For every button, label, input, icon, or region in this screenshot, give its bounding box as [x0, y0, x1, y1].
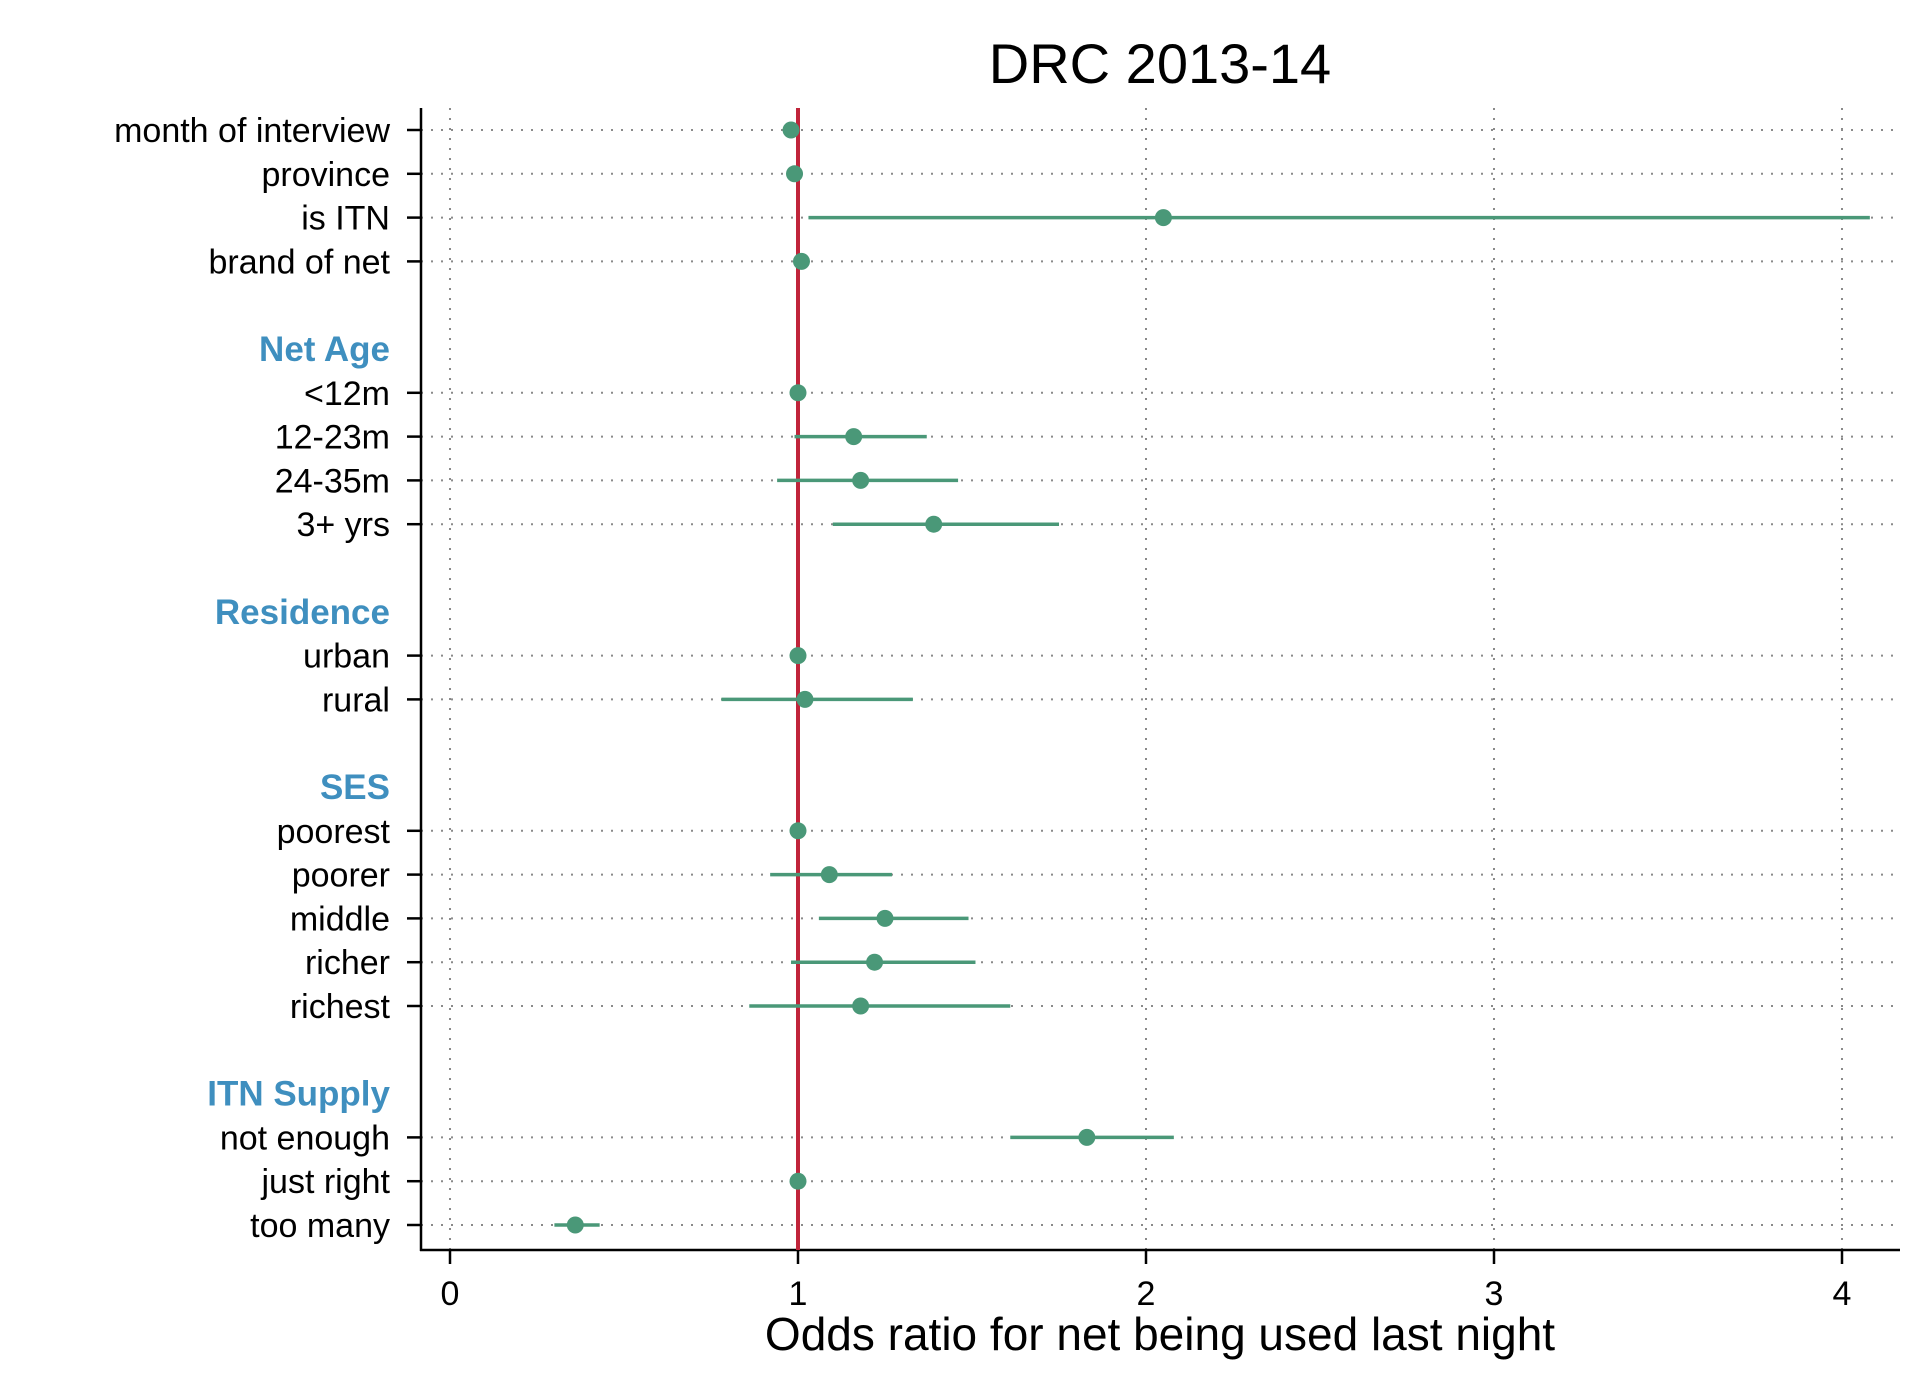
- point-estimate: [789, 1172, 807, 1190]
- x-tick-label: 2: [1137, 1275, 1156, 1313]
- row-label: too many: [250, 1207, 390, 1245]
- point-estimate: [866, 953, 884, 971]
- grid-layer: [421, 108, 1900, 1250]
- group-label: Residence: [215, 593, 390, 632]
- point-estimate: [852, 471, 870, 489]
- point-estimate: [789, 647, 807, 665]
- group-label: ITN Supply: [207, 1075, 390, 1114]
- x-tick-label: 1: [789, 1275, 808, 1313]
- x-tick-label: 0: [441, 1275, 460, 1313]
- row-label: month of interview: [114, 112, 390, 150]
- x-tick-label: 3: [1485, 1275, 1504, 1313]
- row-label: brand of net: [209, 243, 391, 281]
- point-estimate: [789, 384, 807, 402]
- row-layer: month of interview province is ITN brand of…: [114, 112, 390, 1245]
- row-label: poorest: [277, 813, 391, 851]
- group-label: SES: [320, 768, 390, 807]
- group-label: Net Age: [259, 330, 390, 369]
- point-estimate: [796, 690, 814, 708]
- point-estimate: [845, 428, 863, 446]
- row-label: 12-23m: [275, 419, 390, 457]
- mark-layer: [554, 121, 1870, 1234]
- chart-title: DRC 2013-14: [989, 32, 1331, 95]
- x-tick-label: 4: [1833, 1275, 1852, 1313]
- point-estimate: [925, 515, 943, 533]
- point-estimate: [566, 1216, 584, 1234]
- row-label: urban: [303, 638, 390, 676]
- row-label: 24-35m: [275, 462, 390, 500]
- row-label: poorer: [292, 857, 390, 895]
- x-axis-label: Odds ratio for net being used last night: [765, 1308, 1555, 1360]
- point-estimate: [820, 866, 838, 884]
- axis-layer: 0 1 2 3 4: [407, 108, 1900, 1313]
- point-estimate: [792, 252, 810, 270]
- row-label: <12m: [304, 375, 390, 413]
- point-estimate: [789, 822, 807, 840]
- row-label: is ITN: [301, 200, 390, 238]
- row-label: richest: [290, 988, 391, 1026]
- row-label: just right: [261, 1163, 391, 1201]
- row-label: province: [261, 156, 390, 194]
- row-label: rural: [322, 681, 390, 719]
- row-label: richer: [305, 944, 390, 982]
- point-estimate: [1078, 1128, 1096, 1146]
- row-label: 3+ yrs: [296, 506, 390, 544]
- row-label: middle: [290, 900, 390, 938]
- row-label: not enough: [220, 1119, 390, 1157]
- point-estimate: [876, 909, 894, 927]
- point-estimate: [852, 997, 870, 1015]
- point-estimate: [782, 121, 800, 139]
- point-estimate: [1154, 209, 1172, 227]
- point-estimate: [786, 165, 804, 183]
